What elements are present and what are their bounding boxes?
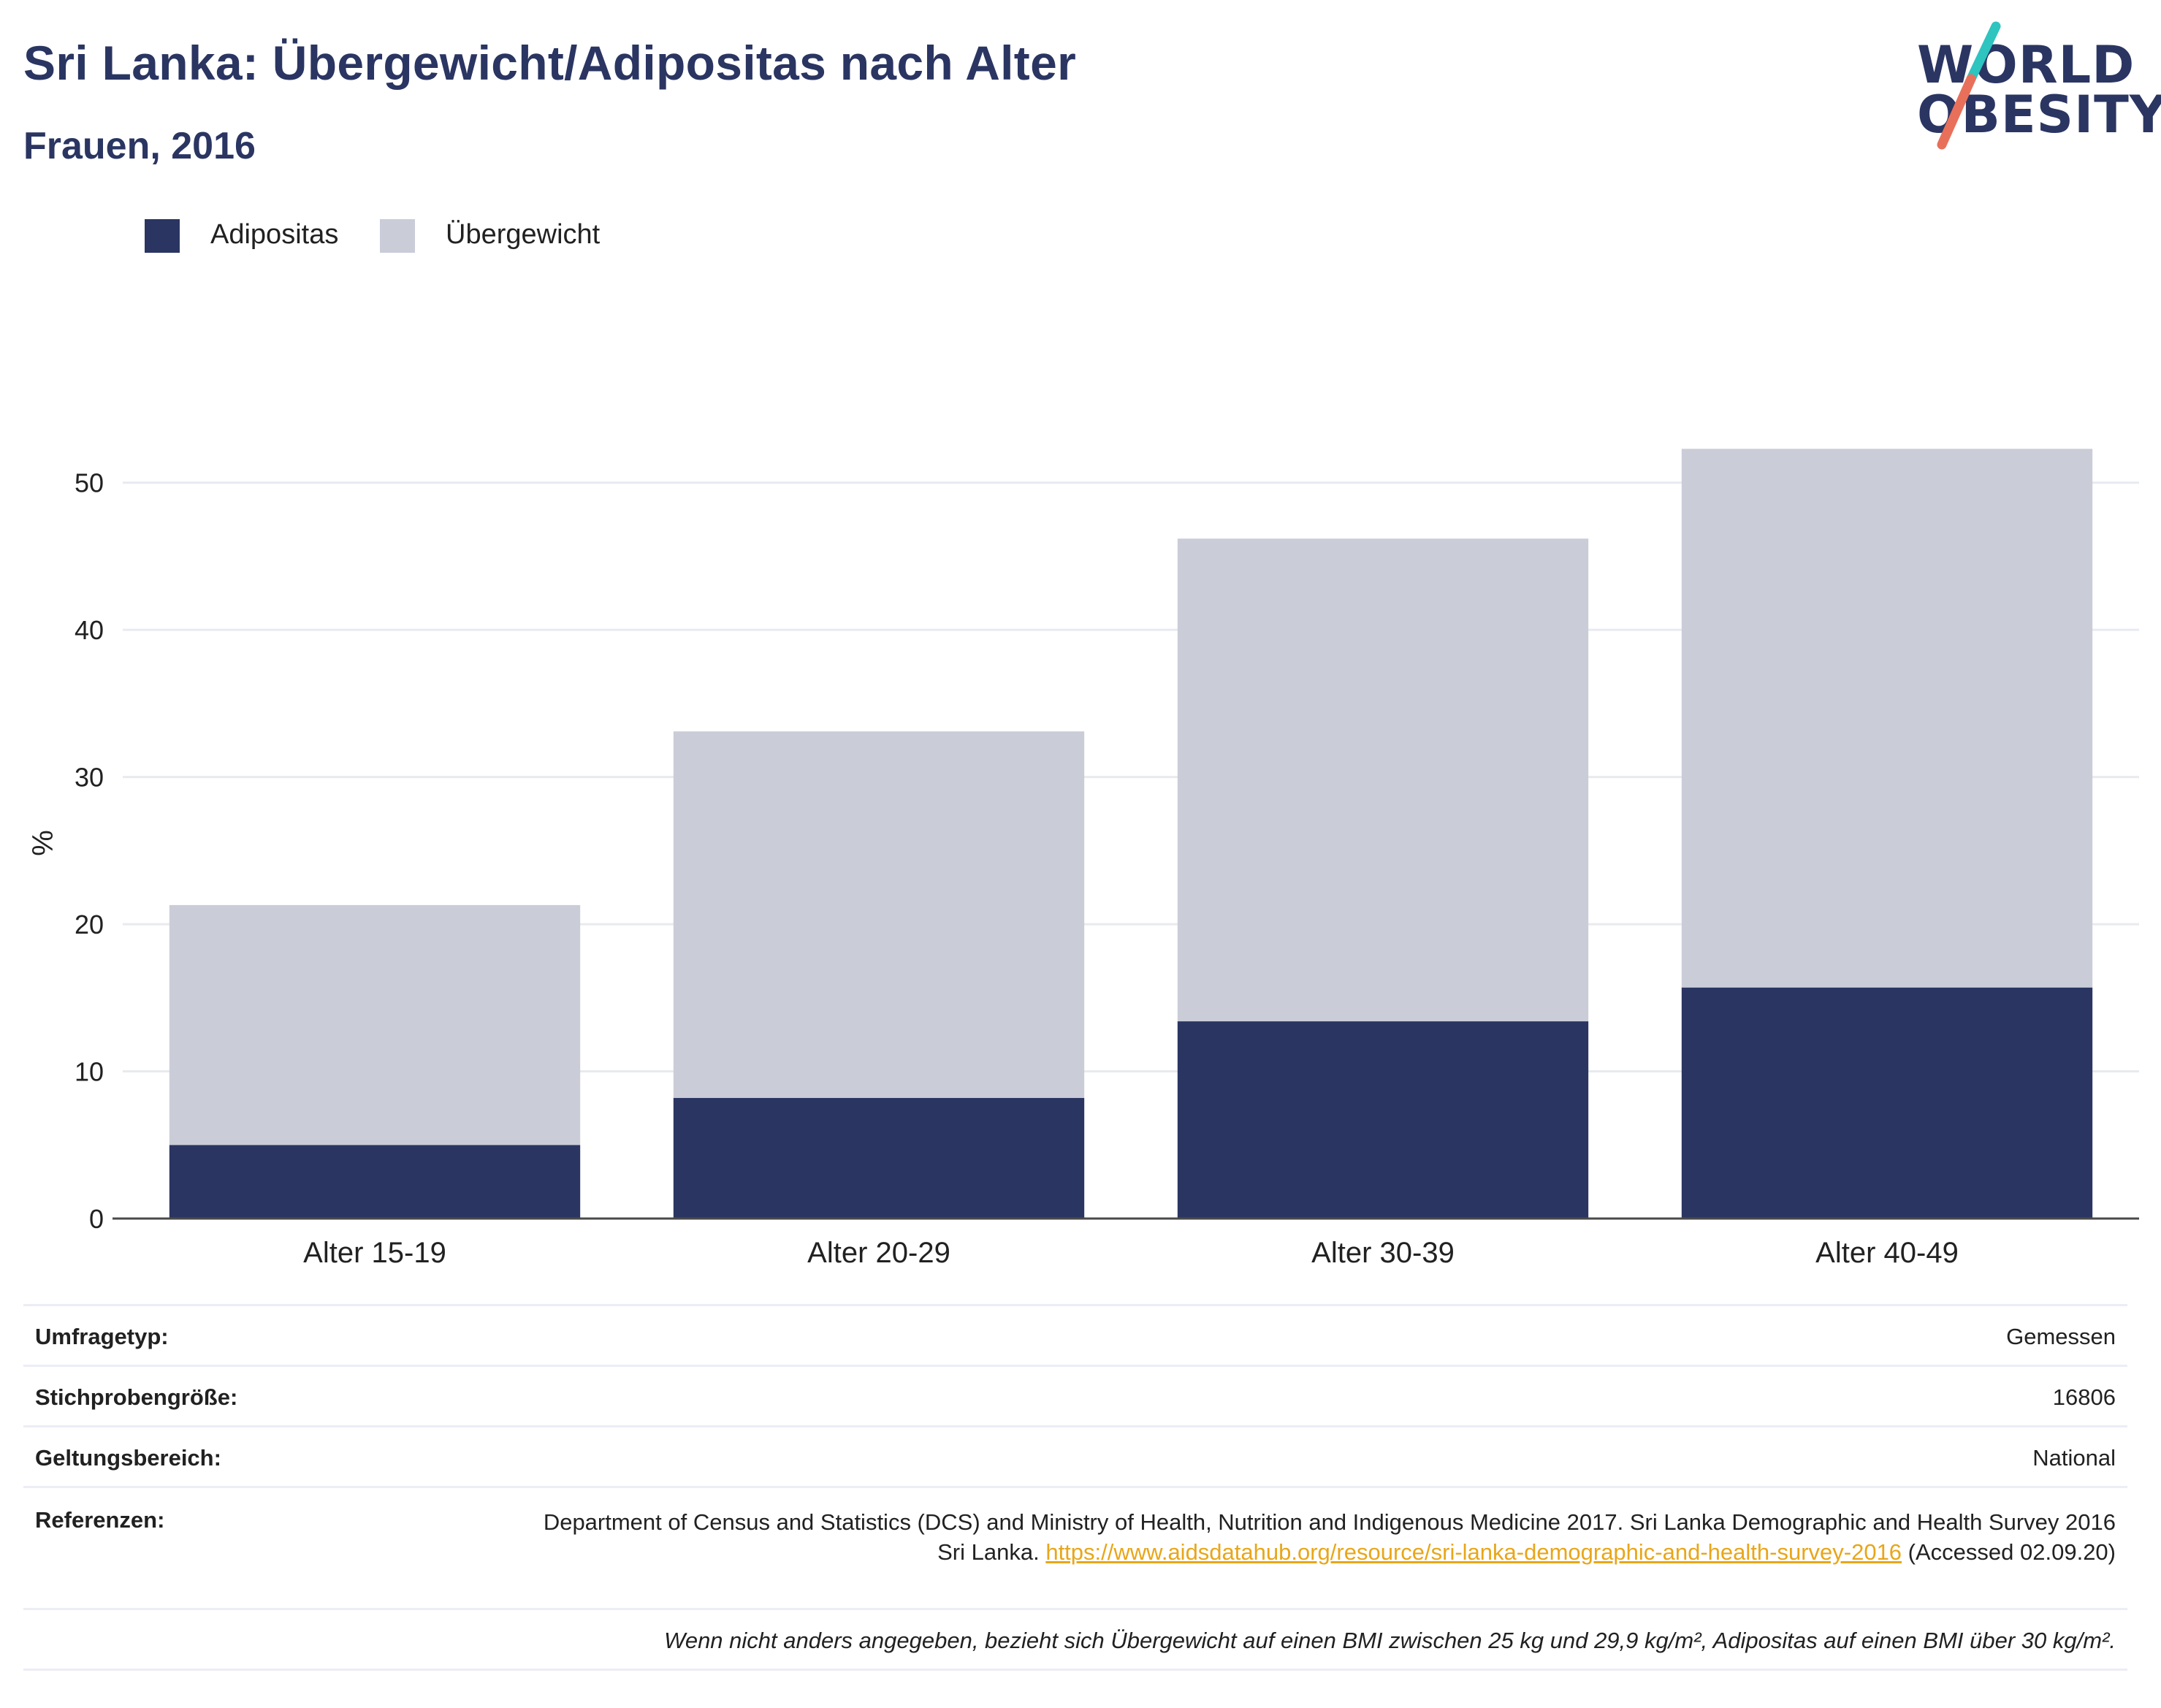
y-tick-label: 40: [75, 615, 104, 645]
logo-line1: WORLD: [1917, 35, 2135, 95]
survey-type-value: Gemessen: [2006, 1324, 2116, 1349]
chart-subtitle: Frauen, 2016: [23, 125, 256, 167]
info-row-references: Referenzen: Department of Census and Sta…: [23, 1486, 2127, 1608]
bar-adipositas-2: [673, 1097, 1085, 1219]
references-link[interactable]: https://www.aidsdatahub.org/resource/sri…: [1045, 1539, 1902, 1565]
info-row-note: Wenn nicht anders angegeben, bezieht sic…: [23, 1608, 2127, 1671]
info-table: Umfragetyp: Gemessen Stichprobengröße: 1…: [23, 1304, 2127, 1671]
references-text: Department of Census and Statistics (DCS…: [543, 1509, 2116, 1565]
x-tick-label: Alter 30-39: [1311, 1237, 1455, 1269]
y-tick-label: 50: [75, 468, 104, 498]
logo-slash-icon: [1937, 21, 2001, 150]
y-tick-label: 10: [75, 1057, 104, 1087]
bar--bergewicht-4: [1681, 449, 2093, 988]
references-value: Department of Census and Statistics (DCS…: [538, 1507, 2116, 1567]
chart-title: Sri Lanka: Übergewicht/Adipositas nach A…: [23, 36, 1077, 90]
world-obesity-logo: WORLD OBESITY: [1899, 20, 2161, 159]
references-accessed: (Accessed 02.09.20): [1907, 1539, 2116, 1565]
y-axis-label: %: [27, 830, 59, 856]
survey-type-label: Umfragetyp:: [35, 1324, 169, 1349]
y-tick-label: 30: [75, 763, 104, 793]
info-row-scope: Geltungsbereich: National: [23, 1425, 2127, 1486]
references-label: Referenzen:: [35, 1507, 165, 1533]
info-row-survey-type: Umfragetyp: Gemessen: [23, 1304, 2127, 1365]
bar--bergewicht-1: [169, 904, 581, 1145]
legend-swatch-adipositas: [145, 219, 180, 253]
scope-label: Geltungsbereich:: [35, 1445, 221, 1471]
x-tick-label: Alter 40-49: [1815, 1237, 1959, 1269]
info-row-sample-size: Stichprobengröße: 16806: [23, 1365, 2127, 1425]
x-tick-label: Alter 15-19: [303, 1237, 446, 1269]
scope-value: National: [2032, 1445, 2116, 1471]
legend-label-uebergewicht: Übergewicht: [446, 219, 601, 250]
bar-adipositas-3: [1177, 1021, 1589, 1219]
sample-size-label: Stichprobengröße:: [35, 1384, 238, 1410]
footnote: Wenn nicht anders angegeben, bezieht sic…: [664, 1628, 2116, 1653]
stacked-bar-chart: 0 10 20 30 40 50% Alter 15-19 Alter 20-29 Alter …: [27, 449, 2139, 1269]
sample-size-value: 16806: [2052, 1384, 2116, 1410]
legend-swatch-uebergewicht: [380, 219, 415, 253]
y-tick-label: 0: [89, 1204, 104, 1234]
x-tick-label: Alter 20-29: [807, 1237, 950, 1269]
bar--bergewicht-2: [673, 731, 1085, 1098]
legend-label-adipositas: Adipositas: [210, 219, 339, 250]
bar-adipositas-1: [169, 1145, 581, 1219]
y-tick-label: 20: [75, 910, 104, 939]
bar--bergewicht-3: [1177, 538, 1589, 1022]
bar-adipositas-4: [1681, 987, 2093, 1219]
